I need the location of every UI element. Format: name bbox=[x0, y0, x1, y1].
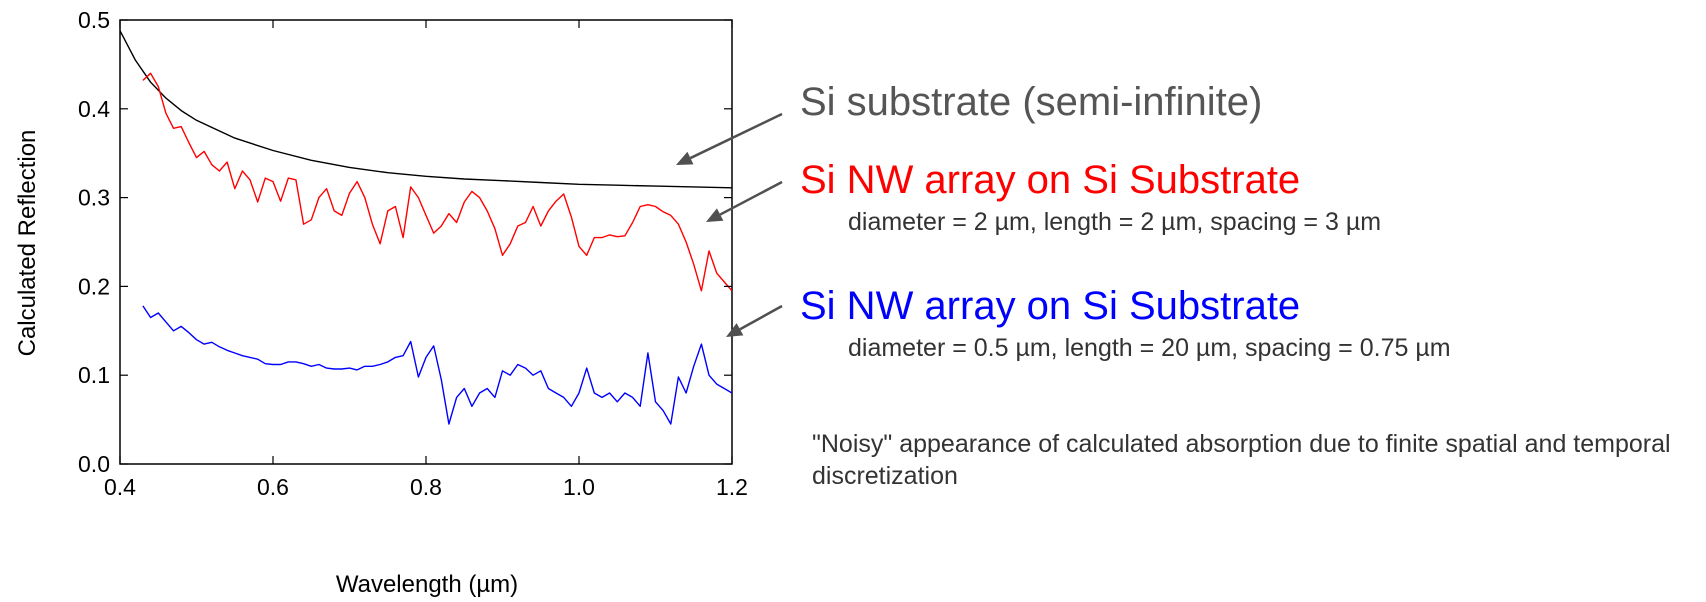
y-tick-label: 0.0 bbox=[78, 451, 110, 477]
y-tick-label: 0.1 bbox=[78, 362, 110, 388]
blue-series-arrow bbox=[726, 304, 783, 337]
blue-series-details: diameter = 0.5 µm, length = 20 µm, spaci… bbox=[848, 334, 1451, 362]
red-series-details: diameter = 2 µm, length = 2 µm, spacing … bbox=[848, 208, 1382, 236]
red-series-arrow bbox=[706, 180, 783, 222]
blue-nw-series-line bbox=[142, 305, 732, 425]
y-tick-label: 0.2 bbox=[78, 273, 110, 299]
y-tick-label: 0.4 bbox=[78, 96, 110, 122]
y-tick-label: 0.3 bbox=[78, 185, 110, 211]
blue-series-annotation: Si NW array on Si Substrate bbox=[800, 284, 1301, 328]
x-tick-label: 0.4 bbox=[104, 474, 136, 500]
annotation-arrows bbox=[676, 112, 783, 337]
x-tick-label: 1.2 bbox=[716, 474, 748, 500]
x-tick-label: 0.6 bbox=[257, 474, 289, 500]
x-axis: 0.4 0.6 0.8 1.0 1.2 bbox=[104, 20, 748, 500]
plot-frame bbox=[119, 19, 733, 465]
x-tick-label: 1.0 bbox=[563, 474, 595, 500]
plot-area bbox=[119, 19, 733, 465]
red-series-annotation: Si NW array on Si Substrate bbox=[800, 158, 1301, 202]
x-axis-title: Wavelength (µm) bbox=[336, 571, 518, 598]
substrate-annotation: Si substrate (semi-infinite) bbox=[800, 80, 1263, 124]
substrate-series-line bbox=[120, 30, 732, 189]
y-tick-label: 0.5 bbox=[78, 7, 110, 33]
red-nw-series-line bbox=[142, 72, 732, 292]
y-axis-title: Calculated Reflection bbox=[14, 130, 41, 357]
substrate-arrow bbox=[676, 112, 783, 165]
x-tick-label: 0.8 bbox=[410, 474, 442, 500]
noise-note: "Noisy" appearance of calculated absorpt… bbox=[812, 430, 1671, 490]
y-axis: 0.0 0.1 0.2 0.3 0.4 0.5 bbox=[78, 7, 732, 477]
